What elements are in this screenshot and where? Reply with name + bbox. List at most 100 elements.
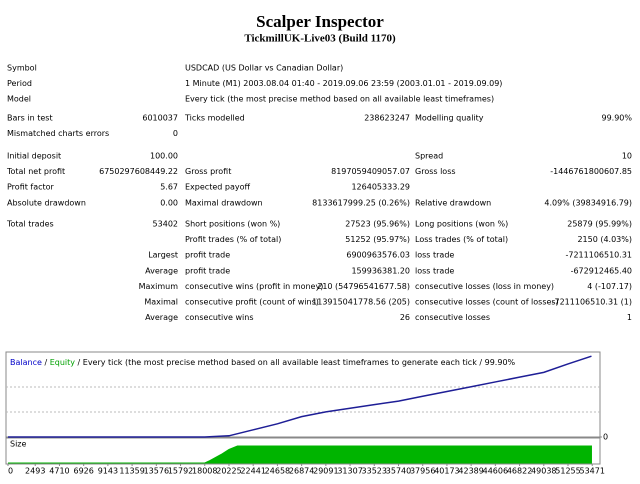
chart-frame bbox=[5, 351, 601, 438]
report-cell: 10 bbox=[622, 152, 632, 161]
report-cell: Short positions (won %) bbox=[185, 220, 280, 229]
x-tick-label: 49038 bbox=[531, 467, 556, 476]
report-cell: Spread bbox=[415, 152, 443, 161]
x-tick-label: 29091 bbox=[313, 467, 338, 476]
report-cell: 4 (-107.17) bbox=[587, 282, 632, 291]
report-cell: profit trade bbox=[185, 266, 230, 275]
x-tick-label: 46822 bbox=[507, 467, 532, 476]
report-cell: Gross profit bbox=[185, 167, 231, 176]
x-tick-label: 26874 bbox=[289, 467, 314, 476]
report-cell: Initial deposit bbox=[7, 152, 61, 161]
legend-entry: / bbox=[42, 358, 50, 367]
report-cell: Maximum bbox=[139, 282, 179, 291]
legend-entry: Balance bbox=[10, 358, 42, 367]
x-tick-label: 35740 bbox=[386, 467, 411, 476]
report-cell: 0 bbox=[173, 129, 178, 138]
report-title: Scalper Inspector bbox=[256, 12, 384, 31]
x-tick-label: 24658 bbox=[265, 467, 290, 476]
report-cell: 100.00 bbox=[150, 152, 178, 161]
report-cell: Mismatched charts errors bbox=[7, 129, 109, 138]
report-cell: -7211106510.31 bbox=[565, 251, 632, 260]
report-cell: profit trade bbox=[185, 251, 230, 260]
report-cell: Bars in test bbox=[7, 114, 53, 123]
report-cell: -672912465.40 bbox=[571, 266, 632, 275]
report-cell: Average bbox=[145, 313, 178, 322]
x-tick-label: 6926 bbox=[73, 467, 93, 476]
report-cell: 113915041778.56 (205) bbox=[312, 298, 410, 307]
report-cell: 0.00 bbox=[160, 198, 178, 207]
report-cell: Average bbox=[145, 266, 178, 275]
legend-entry: / Every tick (the most precise method ba… bbox=[75, 358, 477, 367]
report-cell: 53402 bbox=[153, 220, 178, 229]
x-tick-label: 33523 bbox=[362, 467, 387, 476]
balance-line bbox=[8, 355, 592, 438]
x-tick-label: 31307 bbox=[337, 467, 362, 476]
report-cell: Every tick (the most precise method base… bbox=[185, 95, 494, 104]
report-cell: consecutive losses (loss in money) bbox=[415, 282, 554, 291]
report-cell: Maximal bbox=[144, 298, 178, 307]
x-tick-label: 0 bbox=[8, 467, 13, 476]
legend: Balance / Equity / Every tick (the most … bbox=[10, 358, 516, 367]
report-cell: Expected payoff bbox=[185, 183, 250, 192]
report-cell: USDCAD (US Dollar vs Canadian Dollar) bbox=[185, 64, 343, 73]
report-cell: Long positions (won %) bbox=[415, 220, 508, 229]
x-tick-label: 4710 bbox=[49, 467, 69, 476]
report-cell: 51252 (95.97%) bbox=[345, 235, 410, 244]
report-cell: Symbol bbox=[7, 64, 37, 73]
report-cell: Gross loss bbox=[415, 167, 456, 176]
x-tick-label: 22441 bbox=[240, 467, 265, 476]
size-area bbox=[8, 445, 592, 464]
x-tick-label: 9143 bbox=[98, 467, 118, 476]
x-tick-label: 42389 bbox=[458, 467, 483, 476]
report-cell: Total net profit bbox=[6, 167, 65, 176]
report-cell: 4.09% (39834916.79) bbox=[544, 198, 632, 207]
report-cell: 210 (54796541677.58) bbox=[317, 282, 410, 291]
report-cell: 238623247 bbox=[364, 114, 410, 123]
x-tick-label: 51255 bbox=[555, 467, 580, 476]
report-cell: consecutive profit (count of wins) bbox=[185, 298, 319, 307]
legend-entry: / 99.90% bbox=[477, 358, 516, 367]
x-tick-label: 18008 bbox=[192, 467, 217, 476]
report-cell: 6750297608449.22 bbox=[99, 167, 178, 176]
x-tick-label: 37956 bbox=[410, 467, 435, 476]
report-cell: 27523 (95.96%) bbox=[345, 220, 410, 229]
report-cell: Largest bbox=[148, 251, 178, 260]
report-cell: Relative drawdown bbox=[415, 198, 491, 207]
report-cell: 6900963576.03 bbox=[346, 251, 410, 260]
y-tick-label: 0 bbox=[603, 433, 608, 442]
x-tick-label: 15792 bbox=[168, 467, 193, 476]
report-cell: 25879 (95.99%) bbox=[567, 220, 632, 229]
report-cell: consecutive wins bbox=[185, 313, 253, 322]
x-tick-label: 2493 bbox=[25, 467, 45, 476]
report-cell: 126405333.29 bbox=[351, 183, 410, 192]
report-cell: 8133617999.25 (0.26%) bbox=[312, 198, 410, 207]
report-cell: 2150 (4.03%) bbox=[577, 235, 632, 244]
report-cell: 99.90% bbox=[601, 114, 632, 123]
report-subtitle: TickmillUK-Live03 (Build 1170) bbox=[244, 33, 396, 45]
size-label: Size bbox=[10, 440, 27, 449]
report-cell: 1 Minute (M1) 2003.08.04 01:40 - 2019.09… bbox=[185, 79, 502, 88]
report-cell: 26 bbox=[400, 313, 410, 322]
report-cell: 5.67 bbox=[160, 183, 178, 192]
report-cell: Profit factor bbox=[7, 183, 55, 192]
x-tick-label: 13576 bbox=[144, 467, 169, 476]
report-cell: 8197059409057.07 bbox=[331, 167, 410, 176]
report-cell: Maximal drawdown bbox=[185, 198, 263, 207]
legend-entry: Equity bbox=[50, 358, 76, 367]
report-cell: Profit trades (% of total) bbox=[185, 235, 281, 244]
report-cell: loss trade bbox=[415, 266, 454, 275]
x-tick-label: 20225 bbox=[216, 467, 241, 476]
report-cell: Total trades bbox=[6, 220, 54, 229]
x-tick-label: 11359 bbox=[119, 467, 144, 476]
report-cell: consecutive wins (profit in money) bbox=[185, 282, 323, 291]
report-cell: 1 bbox=[627, 313, 632, 322]
report-cell: Modelling quality bbox=[415, 114, 484, 123]
x-tick-label: 44606 bbox=[483, 467, 508, 476]
report-cell: -1446761800607.85 bbox=[550, 167, 632, 176]
report-cell: Ticks modelled bbox=[184, 114, 245, 123]
report-cell: consecutive losses bbox=[415, 313, 490, 322]
report-cell: -7211106510.31 (1) bbox=[552, 298, 632, 307]
report-cell: Period bbox=[7, 79, 32, 88]
report-cell: Model bbox=[7, 95, 31, 104]
